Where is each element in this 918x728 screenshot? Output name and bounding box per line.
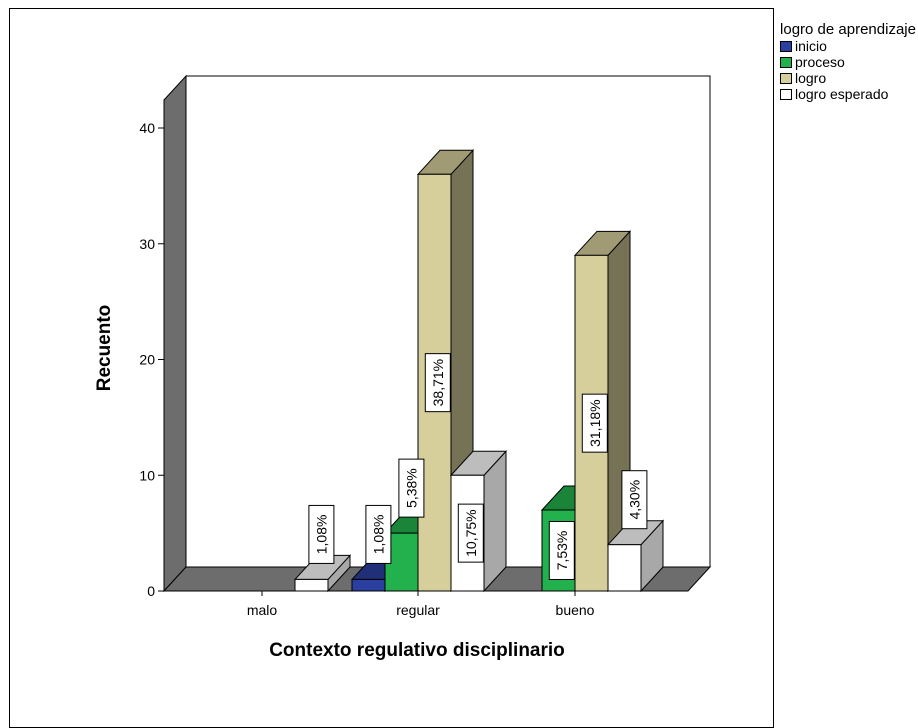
data-label-proceso-regular: 5,38%: [398, 458, 425, 518]
data-label-box: [365, 504, 392, 564]
data-label-logro-esperado-bueno: 4,30%: [621, 470, 648, 530]
legend-label: logro: [795, 70, 827, 86]
data-label-text: 38,71%: [430, 359, 446, 406]
data-label-text: 10,75%: [463, 509, 479, 556]
data-label-box: [581, 393, 608, 453]
legend-item-proceso: proceso: [778, 54, 918, 70]
data-label-inicio-regular: 1,08%: [365, 504, 392, 564]
bar-front: [294, 578, 329, 592]
data-label-logro-regular: 38,71%: [424, 353, 451, 413]
legend-item-logro: logro: [778, 70, 918, 86]
y-tick-label: 20: [139, 352, 155, 368]
data-label-text: 1,08%: [313, 515, 329, 555]
y-tick-label: 30: [139, 236, 155, 252]
data-label-text: 31,18%: [587, 399, 603, 446]
bar-front: [351, 578, 386, 592]
data-label-logro-bueno: 31,18%: [581, 393, 608, 453]
y-tick-label: 10: [139, 467, 155, 483]
x-tick-label-malo: malo: [247, 602, 278, 618]
x-axis-categories: malo regular bueno: [247, 591, 595, 618]
bar-front: [607, 544, 642, 592]
legend-label: inicio: [795, 38, 827, 54]
legend-title: logro de aprendizaje: [780, 21, 916, 38]
x-tick-label-bueno: bueno: [556, 602, 595, 618]
legend-label: proceso: [795, 54, 845, 70]
legend-swatch: [780, 56, 792, 68]
x-tick-label-regular: regular: [396, 602, 440, 618]
left-wall: [163, 74, 187, 593]
data-label-logro-esperado-malo: 1,08%: [308, 504, 335, 564]
data-label-box: [457, 503, 484, 563]
data-label-proceso-bueno: 7,53%: [548, 520, 575, 580]
y-axis-title: Recuento: [94, 305, 115, 392]
data-label-box: [548, 520, 575, 580]
y-tick-label: 0: [147, 583, 155, 599]
legend-items: inicio proceso logro logro esperado: [778, 38, 918, 102]
data-label-box: [424, 353, 451, 413]
data-label-text: 1,08%: [370, 515, 386, 555]
legend-swatch: [780, 40, 792, 52]
data-label-text: 5,38%: [403, 468, 419, 508]
bar-logro-esperado-bueno: [606, 519, 665, 593]
bars: 1,08% 1,08% 5,38% 38,71% 10,75% 7,53% 31,18% 4,…: [293, 149, 665, 593]
data-label-box: [398, 458, 425, 518]
legend: logro de aprendizaje inicio proceso logro l…: [778, 22, 918, 102]
data-label-box: [308, 504, 335, 564]
data-label-box: [621, 470, 648, 530]
x-axis-title: Contexto regulativo disciplinario: [269, 640, 565, 661]
legend-swatch: [780, 72, 792, 84]
y-tick-label: 40: [139, 120, 155, 136]
data-label-text: 4,30%: [626, 480, 642, 520]
legend-item-inicio: inicio: [778, 38, 918, 54]
legend-swatch: [780, 88, 792, 100]
legend-item-logro-esperado: logro esperado: [778, 86, 918, 102]
legend-label: logro esperado: [795, 86, 889, 102]
data-label-logro-esperado-regular: 10,75%: [457, 503, 484, 563]
y-axis: 0 10 20 30 40: [139, 120, 165, 599]
data-label-text: 7,53%: [554, 531, 570, 571]
